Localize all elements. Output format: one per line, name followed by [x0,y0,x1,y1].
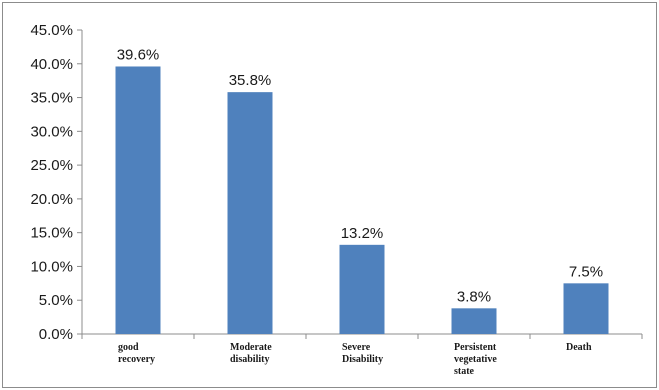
x-tick-label: Death [566,342,592,353]
data-label: 39.6% [117,46,160,63]
y-tick-label: 30.0% [30,123,73,140]
x-tick-label: Severe Disability [342,342,383,365]
x-tick-label: Moderate disability [230,342,272,365]
bar [227,92,273,334]
x-tick-label: Persistent vegetative state [454,342,497,377]
y-tick-label: 25.0% [30,157,73,174]
data-label: 35.8% [229,72,272,89]
x-tick-label-line: vegetative [454,354,497,365]
x-tick-label-line: good [118,342,139,353]
y-tick-label: 35.0% [30,90,73,107]
x-tick-label-line: Death [566,342,592,353]
y-tick-label: 10.0% [30,258,73,275]
data-label: 13.2% [341,225,384,242]
y-tick-label: 5.0% [39,292,73,309]
x-tick-label: good recovery [118,342,155,365]
x-tick-label-line: Disability [342,354,383,365]
data-label: 3.8% [457,288,491,305]
x-tick-label-line: state [454,366,475,377]
x-tick-label-line: recovery [118,354,155,365]
y-tick-label: 20.0% [30,191,73,208]
y-tick-label: 15.0% [30,225,73,242]
x-tick-label-line: Persistent [454,342,497,353]
bar [563,283,609,334]
y-tick-label: 40.0% [30,56,73,73]
y-tick-label: 45.0% [30,22,73,39]
bar [115,66,161,334]
x-tick-label-line: Moderate [230,342,272,353]
bar [339,244,385,334]
x-tick-label-line: Severe [342,342,371,353]
x-tick-label-line: disability [230,354,269,365]
data-label: 7.5% [569,263,603,280]
y-tick-label: 0.0% [39,326,73,343]
bar [451,308,497,334]
